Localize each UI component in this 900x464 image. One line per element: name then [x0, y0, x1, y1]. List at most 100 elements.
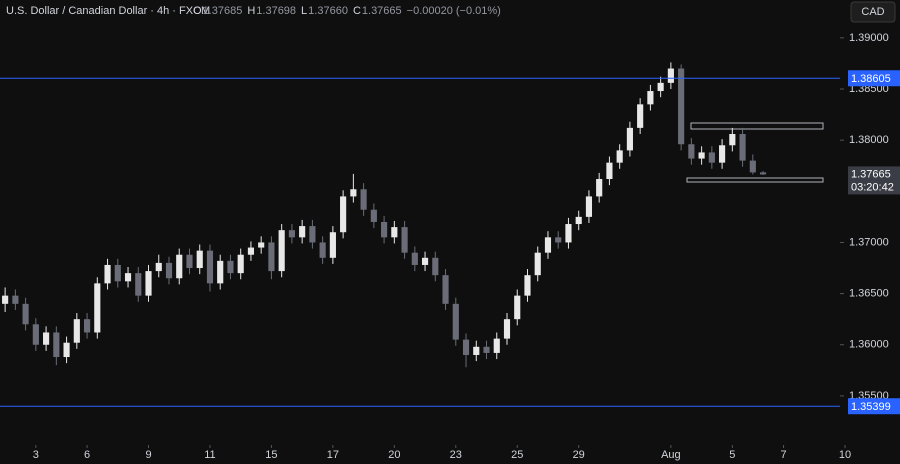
candle-body — [493, 338, 500, 353]
countdown: 03:20:42 — [851, 181, 894, 193]
candle-body — [186, 254, 193, 269]
candle-body — [473, 346, 480, 355]
y-tick-label: 1.36500 — [849, 288, 889, 300]
candle-body — [165, 262, 173, 279]
candle-body — [411, 252, 418, 265]
candle-body — [749, 160, 756, 173]
candle-body — [247, 247, 255, 255]
x-tick-label: 6 — [84, 449, 90, 461]
candle-body — [667, 68, 674, 83]
candle-body — [258, 242, 265, 248]
candle-body — [759, 172, 767, 175]
candle-body — [206, 250, 214, 284]
candle-body — [22, 303, 29, 325]
x-tick-label: 25 — [511, 449, 523, 461]
candle-body — [452, 303, 459, 340]
candle-body — [657, 82, 664, 92]
candle-body — [237, 254, 244, 274]
candle-body — [104, 264, 111, 284]
currency-button[interactable] — [850, 1, 896, 23]
level-label: 1.35399 — [851, 401, 891, 413]
candle-body — [514, 295, 521, 320]
candle-body — [637, 104, 644, 128]
candle-body — [155, 262, 162, 272]
ohlc-value: 1.37660 — [308, 5, 348, 17]
candle-body — [442, 275, 449, 304]
candle-body — [432, 257, 439, 276]
x-tick-label: 9 — [145, 449, 151, 461]
candle-body — [483, 346, 490, 353]
ohlc-value: 1.37685 — [203, 5, 243, 17]
currency[interactable]: CAD — [861, 6, 884, 18]
x-tick-label: 5 — [729, 449, 735, 461]
y-tick-label: 1.36000 — [849, 339, 889, 351]
candle-body — [575, 216, 582, 225]
candle-body — [739, 134, 746, 161]
candle-body — [53, 332, 60, 358]
x-tick-label: 11 — [204, 449, 215, 461]
candle-body — [12, 295, 19, 304]
candle-body — [2, 295, 9, 304]
candle-body — [299, 226, 306, 238]
x-tick-label: 3 — [33, 449, 39, 461]
candle-body — [708, 152, 715, 163]
candle-body — [585, 196, 593, 217]
x-tick-label: 7 — [780, 449, 786, 461]
candle-body — [32, 324, 39, 345]
candle-body — [381, 221, 388, 238]
candle-body — [462, 339, 470, 355]
candle-body — [288, 230, 295, 238]
candle-body — [319, 242, 326, 258]
candle-body — [544, 237, 552, 253]
candle-body — [268, 242, 275, 272]
candle-body — [719, 145, 726, 163]
candle-body — [340, 196, 347, 233]
level-label: 1.38605 — [851, 73, 891, 85]
candle-body — [278, 230, 285, 272]
candle-body — [503, 319, 511, 339]
candle-body — [565, 224, 572, 243]
change: −0.00020 (−0.01%) — [407, 5, 501, 17]
candle-body — [401, 227, 408, 253]
candle-body — [135, 273, 142, 296]
symbol: U.S. Dollar / Canadian Dollar · 4h · FXC… — [6, 5, 210, 17]
ohlc-value: 1.37698 — [256, 5, 296, 17]
ohlc-key: C — [353, 5, 361, 17]
candle-body — [176, 254, 183, 279]
y-tick-label: 1.39000 — [849, 32, 889, 44]
candle-body — [616, 150, 623, 163]
level-tag — [848, 70, 900, 87]
candle-body — [729, 134, 736, 146]
ohlc-key: L — [301, 5, 307, 17]
x-tick-label: 15 — [265, 449, 277, 461]
candle-body — [596, 179, 603, 197]
candle-body — [606, 162, 613, 180]
x-tick-label: 10 — [839, 449, 851, 461]
candle-body — [391, 227, 398, 238]
candle-body — [227, 260, 234, 274]
candle-body — [350, 189, 357, 197]
y-tick-label: 1.38000 — [849, 134, 889, 146]
candle-body — [698, 152, 705, 159]
candle-body — [329, 232, 336, 258]
candle-body — [524, 275, 531, 296]
range-box-bottom — [686, 177, 824, 183]
candle-body — [626, 127, 633, 151]
x-tick-label: 17 — [327, 449, 339, 461]
candle-body — [217, 260, 224, 284]
candle-body — [83, 319, 91, 333]
candle-body — [309, 226, 316, 243]
candle-body — [360, 189, 367, 210]
candle-body — [555, 237, 562, 243]
last-price-tag — [848, 166, 900, 195]
x-tick-label: 23 — [450, 449, 462, 461]
candle-body — [647, 91, 654, 105]
candle-body — [43, 332, 50, 345]
y-tick-label: 1.37000 — [849, 236, 889, 248]
x-tick-label: 29 — [573, 449, 585, 461]
x-tick-label: 20 — [388, 449, 400, 461]
level-tag — [848, 398, 900, 415]
candle-body — [196, 250, 203, 269]
